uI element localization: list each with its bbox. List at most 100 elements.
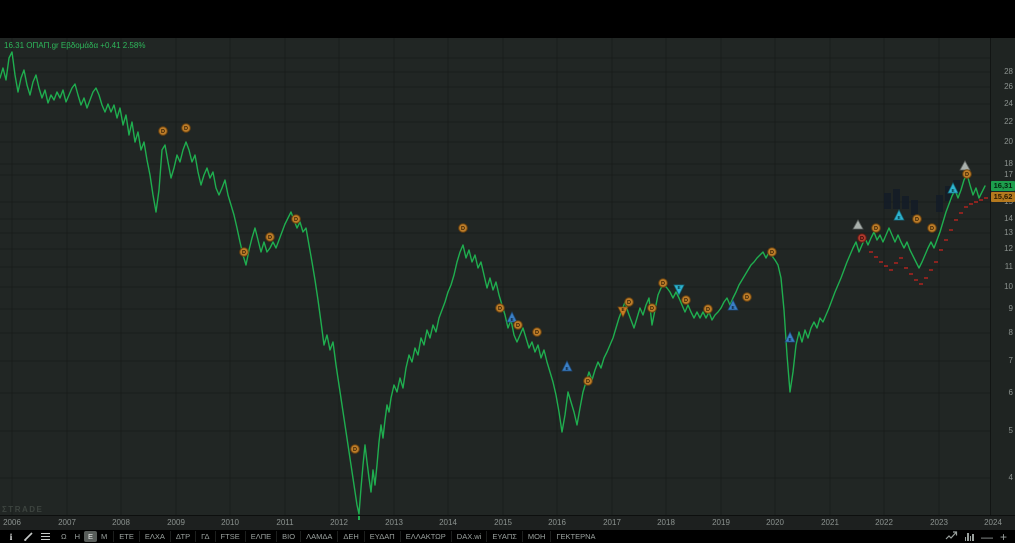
earnings-marker — [561, 360, 573, 372]
dividend-marker — [513, 320, 523, 330]
timeframe-Η[interactable]: Η — [74, 532, 81, 541]
earnings-marker-letter: E — [677, 285, 680, 290]
year-label: 2013 — [385, 518, 403, 527]
info-icon[interactable]: i — [9, 531, 13, 542]
dividend-marker-letter: D — [874, 226, 878, 232]
ticker-ΔΕΗ[interactable]: ΔΕΗ — [337, 531, 363, 542]
ticker-DAX.wi[interactable]: DAX.wi — [450, 531, 487, 542]
timeframe-Μ[interactable]: Μ — [101, 532, 108, 541]
year-label: 2010 — [221, 518, 239, 527]
dividend-marker — [871, 223, 881, 233]
dividend-marker — [291, 214, 301, 224]
year-label: 2009 — [167, 518, 185, 527]
price-tick: 13 — [1004, 228, 1013, 237]
dividend-marker-letter: D — [461, 226, 465, 232]
ticker-ΔΤΡ[interactable]: ΔΤΡ — [169, 531, 195, 542]
dividend-marker-letter: D — [661, 281, 665, 287]
year-label: 2007 — [58, 518, 76, 527]
earnings-marker — [673, 284, 685, 296]
dividend-marker-letter: D — [770, 250, 774, 256]
draw-pencil-icon[interactable] — [21, 531, 35, 543]
dividend-marker — [265, 232, 275, 242]
earnings-marker-letter: E — [951, 188, 954, 193]
indicator-list-icon[interactable] — [38, 531, 52, 543]
earnings-marker-letter: E — [788, 337, 791, 342]
ghost-bar — [902, 196, 909, 209]
year-label: 2016 — [548, 518, 566, 527]
zoom-in-icon[interactable]: + — [999, 529, 1007, 543]
price-line — [0, 51, 986, 515]
ticker-ΕΛΛΑΚΤΩΡ[interactable]: ΕΛΛΑΚΤΩΡ — [399, 531, 451, 542]
earnings-marker-letter: E — [510, 317, 513, 322]
ghost-bar — [945, 186, 952, 201]
dividend-marker-letter: D — [860, 236, 864, 242]
dividend-marker-letter: D — [706, 307, 710, 313]
dividend-marker-letter: D — [516, 323, 520, 329]
dividend-marker-letter: D — [745, 295, 749, 301]
dividend-marker — [158, 126, 168, 136]
ticker-ΕΥΔΑΠ[interactable]: ΕΥΔΑΠ — [363, 531, 400, 542]
timeframe-Ε[interactable]: Ε — [84, 531, 98, 542]
dividend-marker-letter: D — [184, 126, 188, 132]
dividend-marker — [912, 214, 922, 224]
dividend-marker-letter: D — [930, 226, 934, 232]
ticker-buttons: ΕΤΕ ΕΛΧΑ ΔΤΡ ΓΔ FTSE ΕΛΠΕ ΒΙΟ ΛΑΜΔΑ ΔΕΗ ΕΥΔΑΠ ΕΛΛΑ… — [113, 531, 600, 542]
year-label: 2022 — [875, 518, 893, 527]
year-label: 2019 — [712, 518, 730, 527]
year-label: 2008 — [112, 518, 130, 527]
earnings-marker-letter: E — [731, 305, 734, 310]
dividend-marker-letter: D — [535, 330, 539, 336]
price-axis[interactable]: 16,31 15,62 2826242220181715141312111098… — [990, 38, 1015, 515]
ticker-ΛΑΜΔΑ[interactable]: ΛΑΜΔΑ — [300, 531, 337, 542]
ghost-bar — [936, 195, 943, 212]
dividend-marker-letter: D — [650, 306, 654, 312]
year-label: 2012 — [330, 518, 348, 527]
year-label: 2023 — [930, 518, 948, 527]
dividend-marker-letter: D — [161, 129, 165, 135]
earnings-marker-letter: E — [897, 215, 900, 220]
price-line-axis-tick — [358, 516, 360, 520]
dividend-marker — [583, 376, 593, 386]
ticker-ΕΥΑΠΣ[interactable]: ΕΥΑΠΣ — [486, 531, 522, 542]
time-axis[interactable]: 2006 2007 2008 2009 2010 2011 2012 2013 2014 2015… — [0, 515, 1015, 530]
ticker-ΕΛΧΑ[interactable]: ΕΛΧΑ — [138, 531, 170, 542]
gray-triangle-marker — [959, 160, 971, 171]
indicator-price-label: 15,62 — [991, 192, 1015, 202]
dividend-marker-letter: D — [965, 172, 969, 178]
ghost-bar — [884, 193, 891, 209]
watermark-logo: ΣTRADE — [2, 505, 44, 514]
price-tick: 28 — [1004, 67, 1013, 76]
year-label: 2011 — [276, 518, 294, 527]
ticker-ΓΕΚΤΕΡΝΑ[interactable]: ΓΕΚΤΕΡΝΑ — [550, 531, 600, 542]
year-label: 2014 — [439, 518, 457, 527]
ticker-ΜΟΗ[interactable]: ΜΟΗ — [521, 531, 551, 542]
chart-maximize-icon[interactable] — [945, 530, 958, 543]
price-tick: 9 — [1008, 304, 1013, 313]
price-tick: 10 — [1004, 282, 1013, 291]
dividend-marker — [742, 292, 752, 302]
dividend-marker-letter: D — [268, 235, 272, 241]
dividend-marker — [624, 297, 634, 307]
top-bar — [0, 0, 1015, 38]
timeframe-Ω[interactable]: Ω — [61, 532, 67, 541]
ticker-ΕΤΕ[interactable]: ΕΤΕ — [113, 531, 139, 542]
ticker-ΓΔ[interactable]: ΓΔ — [195, 531, 214, 542]
zoom-out-icon[interactable]: — — [980, 529, 993, 543]
year-label: 2021 — [821, 518, 839, 527]
price-tick: 17 — [1004, 170, 1013, 179]
dividend-marker — [181, 123, 191, 133]
ticker-ΒΙΟ[interactable]: ΒΙΟ — [276, 531, 300, 542]
ticker-FTSE[interactable]: FTSE — [214, 531, 245, 542]
dividend-marker-letter: D — [684, 298, 688, 304]
dividend-marker — [495, 303, 505, 313]
earnings-marker-letter: E — [565, 366, 568, 371]
histogram-icon[interactable] — [964, 532, 974, 541]
dividend-marker-letter: D — [627, 300, 631, 306]
price-tick: 11 — [1004, 262, 1013, 271]
price-tick: 22 — [1004, 117, 1013, 126]
ticker-ΕΛΠΕ[interactable]: ΕΛΠΕ — [244, 531, 276, 542]
dividend-marker — [681, 295, 691, 305]
price-tick: 7 — [1008, 356, 1013, 365]
